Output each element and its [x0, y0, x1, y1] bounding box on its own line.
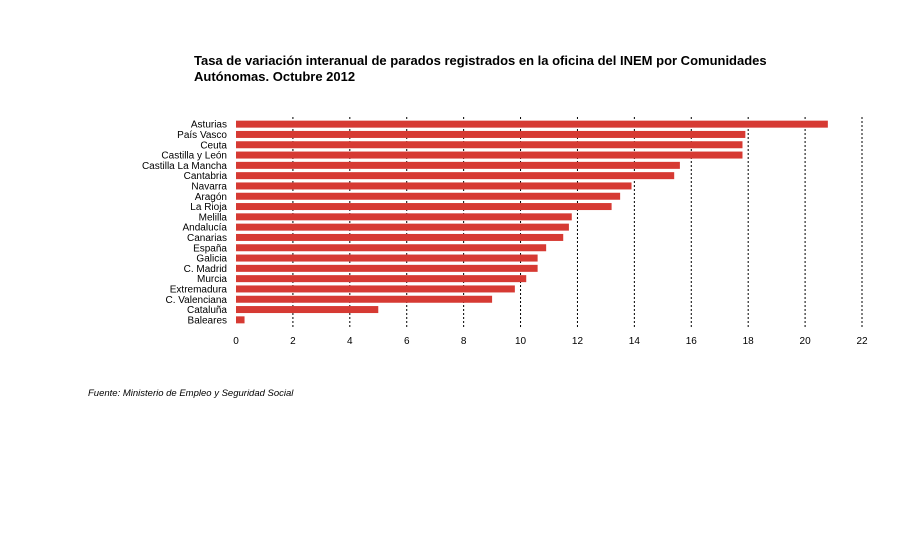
- x-tick-label-10: 10: [515, 336, 527, 347]
- category-label-murcia: Murcia: [197, 274, 227, 285]
- category-label-arag-n: Aragón: [195, 192, 227, 203]
- category-label-baleares: Baleares: [188, 315, 227, 326]
- bar-murcia: [236, 275, 527, 283]
- source-note: Fuente: Ministerio de Empleo y Seguridad…: [88, 388, 294, 399]
- category-label-pa-s-vasco: País Vasco: [177, 130, 227, 141]
- bar-arag-n: [236, 192, 621, 200]
- bar-melilla: [236, 213, 572, 221]
- chart-title-line-2: Autónomas. Octubre 2012: [194, 69, 356, 84]
- bar-ceuta: [236, 141, 743, 149]
- category-label-melilla: Melilla: [199, 212, 228, 223]
- category-label-la-rioja: La Rioja: [190, 202, 227, 213]
- category-label-andaluc-a: Andalucía: [183, 223, 228, 234]
- x-tick-label-22: 22: [856, 336, 868, 347]
- x-tick-label-18: 18: [743, 336, 755, 347]
- x-tick-label-16: 16: [686, 336, 698, 347]
- bar-pa-s-vasco: [236, 130, 746, 138]
- bar-cantabria: [236, 172, 675, 180]
- category-label-navarra: Navarra: [191, 181, 227, 192]
- bar-galicia: [236, 254, 538, 262]
- bar-canarias: [236, 233, 564, 241]
- bar-baleares: [236, 316, 245, 324]
- bar-extremadura: [236, 285, 515, 293]
- bar-andaluc-a: [236, 223, 569, 231]
- category-label-catalu-a: Cataluña: [187, 305, 227, 316]
- x-tick-label-12: 12: [572, 336, 584, 347]
- bar-asturias: [236, 120, 828, 128]
- bar-c-madrid: [236, 264, 538, 272]
- category-label-castilla-la-mancha: Castilla La Mancha: [142, 161, 227, 172]
- x-tick-label-14: 14: [629, 336, 641, 347]
- category-label-ceuta: Ceuta: [200, 140, 227, 151]
- x-tick-label-0: 0: [233, 336, 239, 347]
- chart-title: Tasa de variación interanual de parados …: [194, 53, 854, 85]
- x-tick-label-2: 2: [290, 336, 296, 347]
- category-label-cantabria: Cantabria: [184, 171, 228, 182]
- category-label-c-madrid: C. Madrid: [184, 264, 227, 275]
- bar-espa-a: [236, 244, 547, 252]
- x-tick-label-6: 6: [404, 336, 410, 347]
- category-label-canarias: Canarias: [187, 233, 227, 244]
- category-label-galicia: Galicia: [196, 254, 227, 265]
- bar-castilla-la-mancha: [236, 161, 680, 169]
- bar-castilla-y-le-n: [236, 151, 743, 159]
- bar-catalu-a: [236, 306, 379, 314]
- category-label-extremadura: Extremadura: [170, 284, 228, 295]
- category-label-espa-a: España: [193, 243, 227, 254]
- bar-la-rioja: [236, 203, 612, 211]
- category-label-asturias: Asturias: [191, 120, 227, 131]
- bar-navarra: [236, 182, 632, 190]
- bar-c-valenciana: [236, 295, 493, 303]
- category-label-castilla-y-le-n: Castilla y León: [161, 151, 227, 162]
- x-tick-label-20: 20: [800, 336, 812, 347]
- x-tick-label-4: 4: [347, 336, 353, 347]
- chart-title-line-1: Tasa de variación interanual de parados …: [194, 53, 767, 68]
- x-tick-label-8: 8: [461, 336, 467, 347]
- category-label-c-valenciana: C. Valenciana: [165, 295, 227, 306]
